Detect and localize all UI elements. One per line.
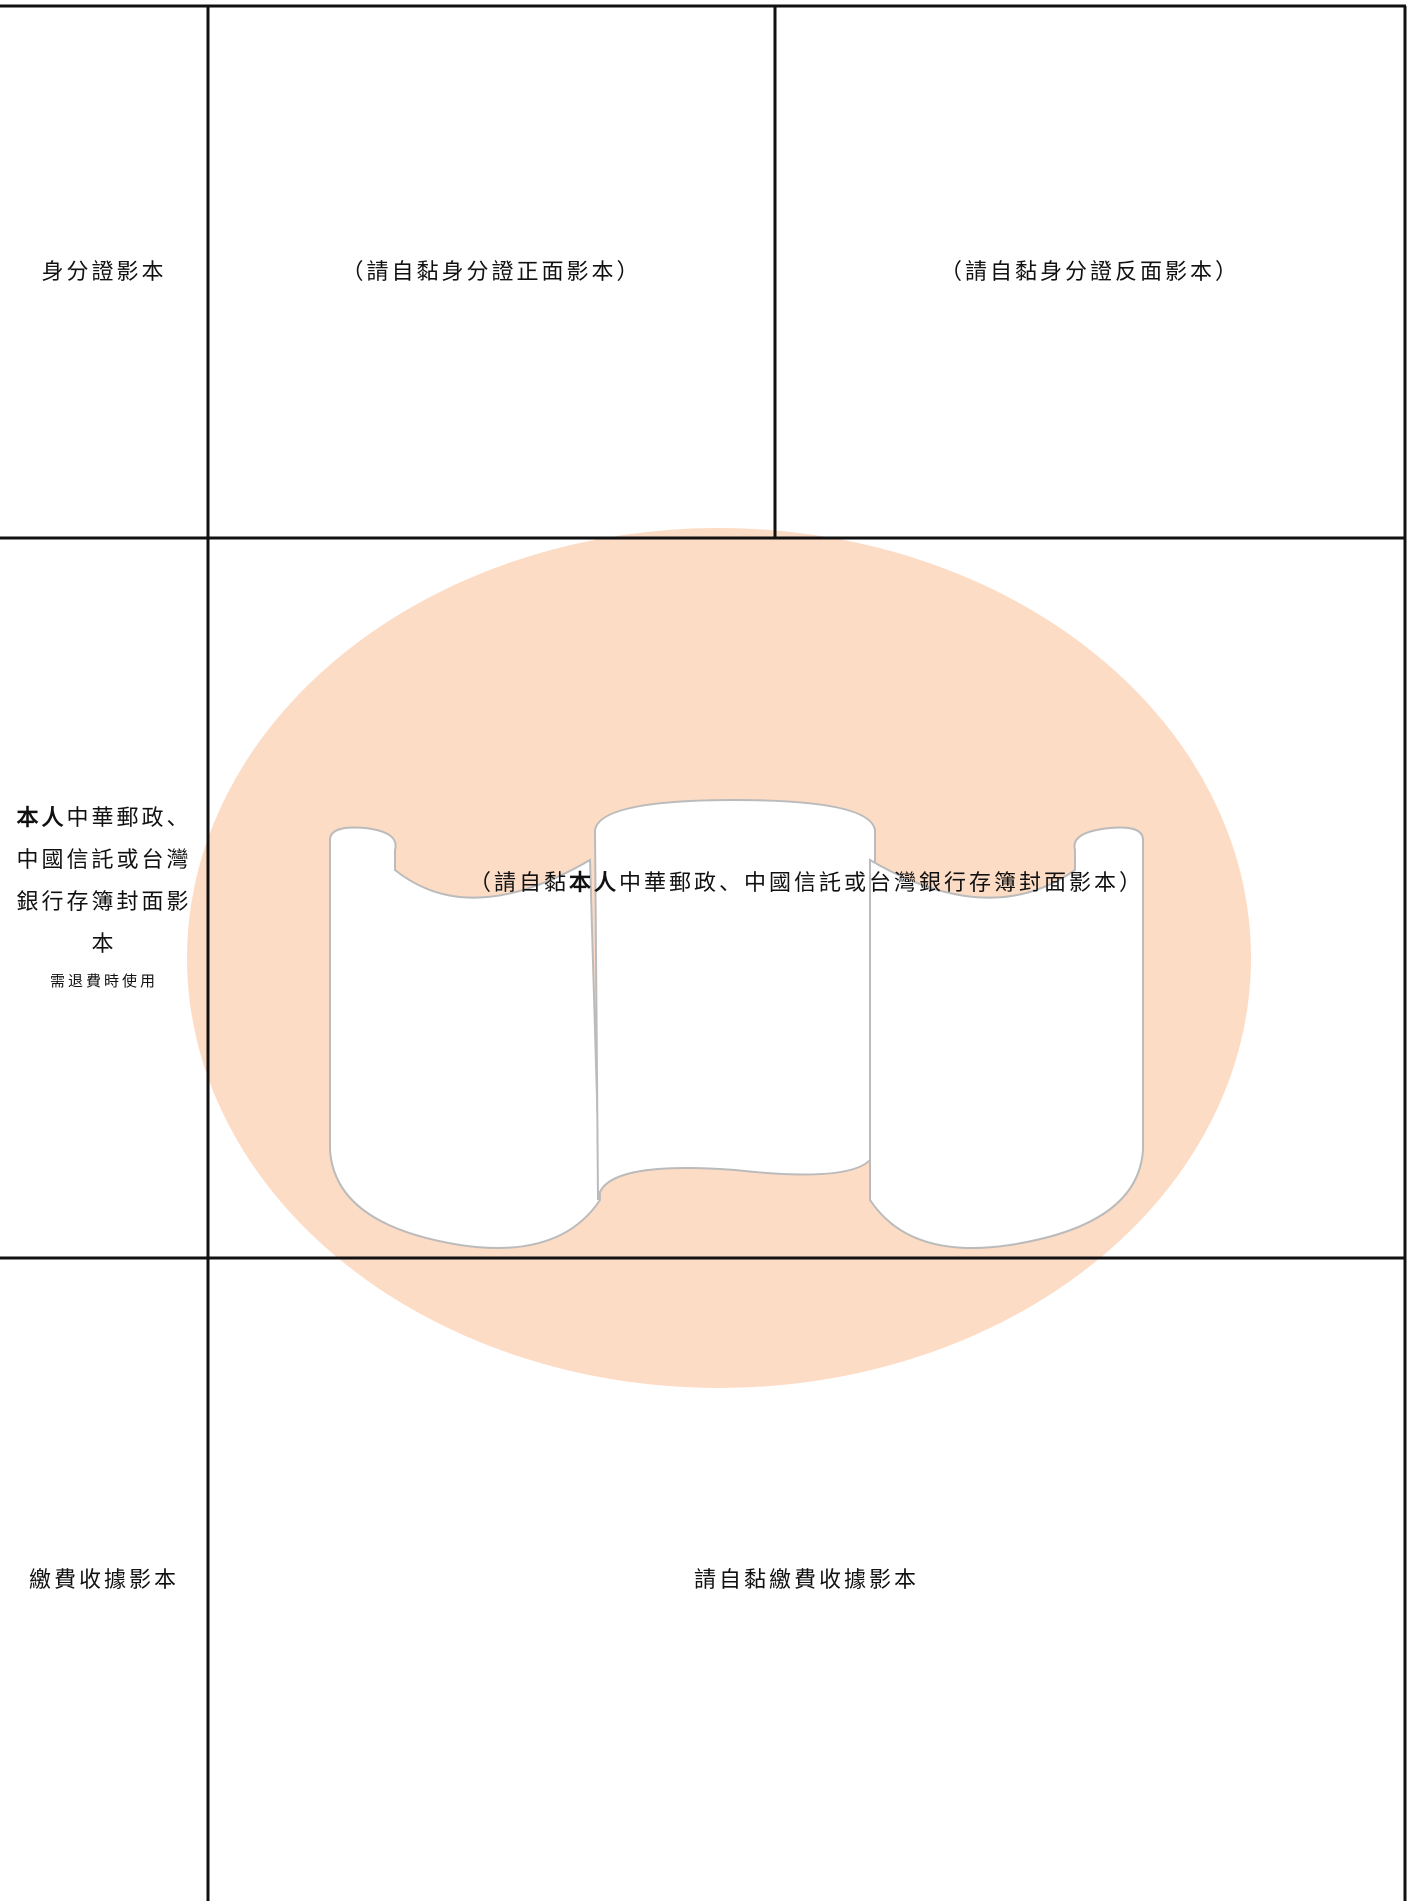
cell-line: （請自黏本人中華郵政、中國信託或台灣銀行存簿封面影本） [469, 862, 1144, 904]
row-label: 身分證影本 [41, 259, 167, 284]
cell-text: （請自黏身分證正面影本） [341, 259, 642, 284]
label-text: 中華郵政、中國信託或台灣銀行存簿封面影本 [16, 805, 192, 956]
label-bold: 本人 [16, 805, 67, 830]
text: （請自黏 [468, 870, 569, 895]
text: 中華郵政、中國信託或台灣銀行存簿封面影本） [619, 870, 1145, 895]
row-label: 繳費收據影本 [28, 1566, 179, 1592]
cell-text: 請自黏繳費收據影本 [693, 1566, 919, 1592]
row-label: 本人中華郵政、中國信託或台灣銀行存簿封面影本需退費時使用 [0, 538, 208, 1258]
cell-text: （請自黏身分證反面影本） [939, 259, 1240, 284]
label-note: 需退費時使用 [49, 974, 158, 990]
text-bold: 本人 [568, 870, 619, 895]
borders [0, 4, 1407, 1901]
watermark-scroll [329, 798, 1144, 1249]
cell-text: （請自黏本人中華郵政、中國信託或台灣銀行存簿封面影本） [208, 538, 1405, 1258]
label-block: 本人中華郵政、中國信託或台灣銀行存簿封面影本需退費時使用 [6, 797, 202, 999]
